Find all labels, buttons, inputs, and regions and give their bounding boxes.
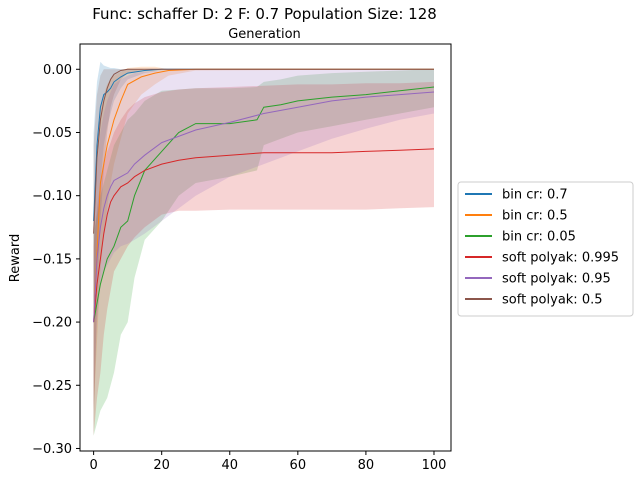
- x-tick-label: 0: [89, 458, 97, 473]
- legend-entry-label: bin cr: 0.5: [502, 209, 568, 224]
- legend-entry-label: bin cr: 0.05: [502, 230, 576, 245]
- band-series-4: [93, 81, 434, 436]
- x-tick-label: 80: [358, 458, 375, 473]
- band-series-2: [93, 66, 434, 411]
- band-series-5: [93, 69, 434, 411]
- chart-subtitle: Generation: [228, 27, 301, 42]
- plot-area-frame: [79, 43, 452, 452]
- band-series-3: [93, 69, 434, 436]
- series-lines: [93, 68, 435, 323]
- line-series-6: [93, 68, 434, 234]
- y-tick-label: −0.15: [32, 252, 72, 267]
- legend-entry-label: soft polyak: 0.5: [502, 293, 603, 308]
- line-series-5: [93, 91, 435, 323]
- x-tick-label: 100: [422, 458, 447, 473]
- y-axis: 0.00 −0.05 −0.10 −0.15 −0.20 −0.25 −0.30: [32, 63, 80, 457]
- y-tick-label: −0.25: [32, 379, 72, 394]
- legend-entry-label: bin cr: 0.7: [502, 188, 568, 203]
- x-tick-label: 20: [153, 458, 170, 473]
- legend-entry-label: soft polyak: 0.95: [502, 272, 611, 287]
- confidence-bands: [93, 61, 434, 436]
- x-axis: 0 20 40 60 80 100: [89, 451, 446, 473]
- legend-entry-label: soft polyak: 0.995: [502, 251, 619, 266]
- x-tick-label: 40: [221, 458, 238, 473]
- line-series-3: [93, 86, 435, 323]
- chart-title: Func: schaffer D: 2 F: 0.7 Population Si…: [92, 5, 437, 23]
- legend: bin cr: 0.7 bin cr: 0.5 bin cr: 0.05 soft p…: [457, 181, 634, 317]
- y-axis-label: Reward: [8, 234, 23, 282]
- y-tick-label: −0.30: [32, 442, 72, 457]
- y-tick-label: −0.20: [32, 316, 72, 331]
- x-tick-label: 60: [290, 458, 307, 473]
- line-series-2: [93, 68, 434, 323]
- legend-box: [457, 181, 634, 317]
- y-tick-label: 0.00: [43, 63, 72, 78]
- y-tick-label: −0.10: [32, 189, 72, 204]
- line-series-4: [93, 148, 435, 323]
- y-tick-label: −0.05: [32, 126, 72, 141]
